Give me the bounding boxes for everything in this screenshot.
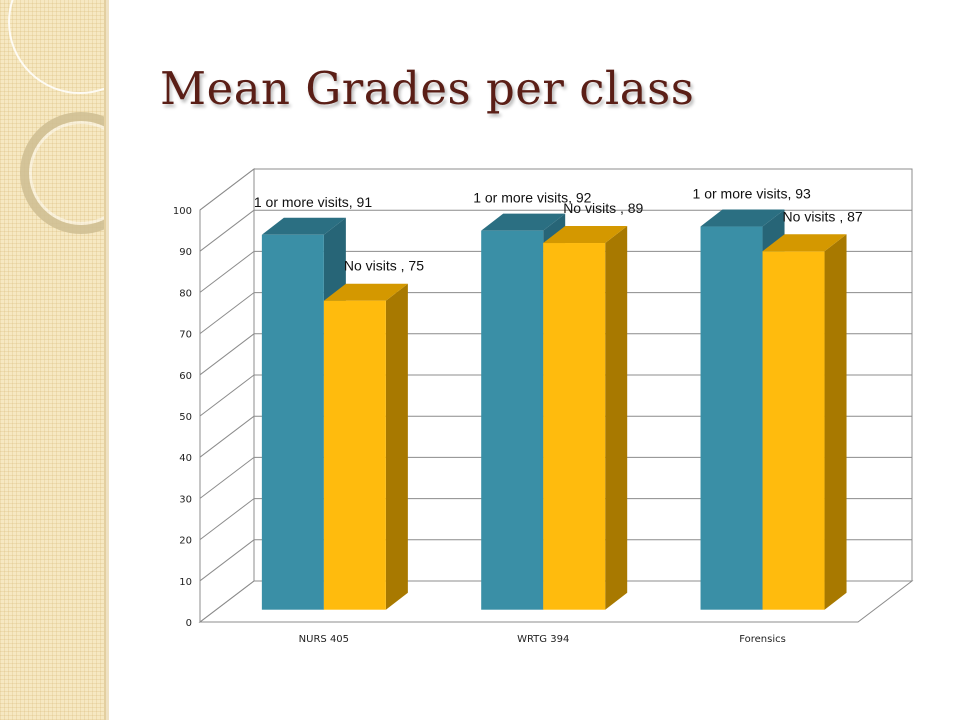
gridline-side (199, 539, 255, 582)
bar-top (543, 226, 628, 244)
y-tick-label: 30 (179, 494, 192, 505)
gridline-side (199, 251, 255, 293)
y-tick-label: 0 (186, 618, 192, 629)
bar (543, 226, 628, 610)
y-tick-label: 70 (179, 330, 192, 341)
bar-top (700, 209, 785, 227)
bar-side (385, 283, 408, 610)
y-tick-label: 50 (179, 412, 192, 423)
bar (762, 234, 847, 610)
data-label: No visits , 75 (344, 258, 424, 274)
gridline-side (199, 374, 255, 417)
x-category-label: Forensics (739, 634, 786, 645)
y-tick-label: 100 (173, 206, 192, 217)
data-label: 1 or more visits, 93 (693, 186, 811, 202)
bar-side (824, 234, 847, 610)
bar-top (261, 217, 346, 235)
gridline-side (199, 168, 255, 211)
bar-front (481, 230, 544, 610)
decorative-ring-middle (20, 112, 104, 234)
data-label: 1 or more visits, 92 (473, 190, 591, 206)
gridline-side (199, 333, 255, 376)
bar-front (543, 243, 606, 610)
y-tick-label: 80 (179, 288, 192, 299)
gridline-side (199, 457, 255, 499)
bar-top (323, 283, 408, 301)
floor (198, 580, 914, 623)
gridline-side (199, 292, 255, 334)
gridline-side (199, 415, 255, 458)
gridline-side (199, 209, 255, 252)
bar-top (762, 234, 847, 252)
bar-side (605, 226, 628, 610)
y-tick-label: 90 (179, 247, 192, 258)
bar-front (762, 251, 825, 610)
gridline-side (199, 498, 255, 540)
bar-front (261, 234, 324, 610)
decorative-sidebar (0, 0, 106, 720)
sidebar-edge (106, 0, 109, 720)
bar-front (323, 300, 386, 610)
y-tick-label: 40 (179, 453, 192, 464)
bar-top (481, 213, 566, 231)
x-category-label: NURS 405 (299, 634, 349, 645)
bar-front (700, 226, 763, 610)
y-tick-label: 60 (179, 371, 192, 382)
y-tick-label: 10 (179, 577, 192, 588)
bar (323, 283, 408, 610)
x-category-label: WRTG 394 (517, 634, 569, 645)
slide-title: Mean Grades per class (160, 62, 695, 115)
data-label: 1 or more visits, 91 (254, 194, 372, 210)
data-label: No visits , 89 (563, 200, 643, 216)
y-tick-label: 20 (179, 536, 192, 547)
data-label: No visits , 87 (783, 208, 863, 224)
